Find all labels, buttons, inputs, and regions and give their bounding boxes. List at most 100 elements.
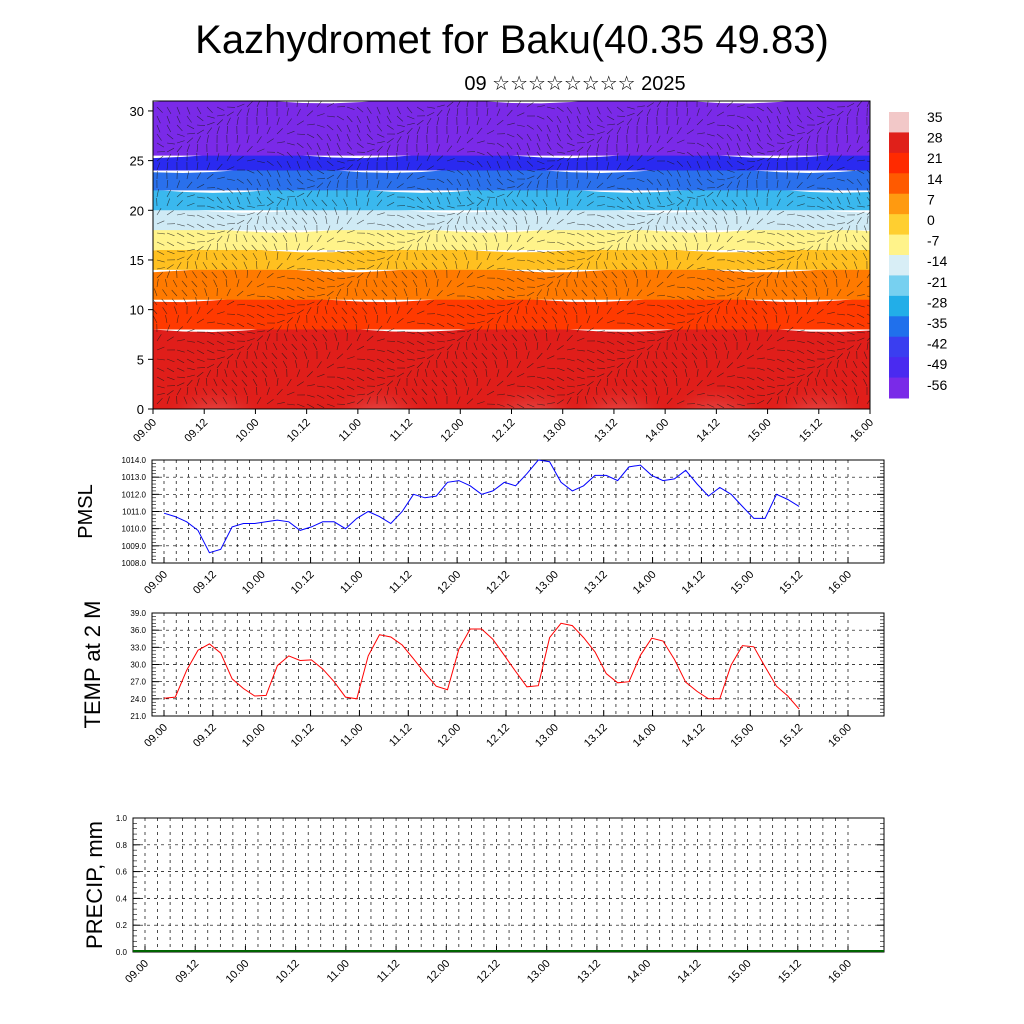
wind-barb (256, 270, 262, 279)
wind-barb (691, 217, 698, 225)
wind-barb (676, 127, 682, 135)
wind-barb (196, 349, 205, 355)
wind-barb (246, 145, 253, 153)
wind-barb (186, 329, 195, 333)
wind-barb (836, 110, 844, 117)
wind-barb (506, 307, 513, 315)
wind-barb (346, 401, 355, 405)
wind-barb (663, 252, 668, 261)
wind-barb (226, 288, 231, 297)
wind-barb (503, 198, 508, 207)
wind-barb (636, 221, 645, 225)
wind-barb (616, 309, 625, 315)
wind-barb (503, 225, 508, 234)
wind-barb (536, 268, 545, 273)
wind-barb (286, 312, 295, 315)
wind-barb (206, 349, 215, 354)
wind-barb (236, 134, 238, 144)
wind-barb (851, 244, 858, 252)
wind-barb (166, 396, 170, 405)
wind-barb (456, 196, 462, 205)
wind-barb (614, 252, 618, 261)
wind-barb (406, 370, 412, 378)
wind-barb (633, 396, 638, 405)
wind-barb (455, 225, 458, 234)
wind-barb (386, 241, 395, 245)
wind-barb (626, 187, 634, 193)
wind-barb (596, 349, 605, 355)
x-tick-label: 12.12 (475, 958, 503, 986)
wind-barb (804, 261, 808, 270)
wind-barb (476, 275, 485, 279)
wind-barb (801, 397, 808, 405)
wind-barb (682, 361, 688, 369)
wind-barb (856, 169, 865, 174)
wind-barb (222, 253, 228, 261)
wind-barb (576, 358, 585, 363)
colorbar-label: -49 (927, 356, 947, 372)
wind-barb (416, 231, 425, 234)
wind-barb (376, 153, 380, 162)
wind-barb (461, 244, 468, 252)
wind-barb (466, 328, 475, 333)
wind-barb (716, 360, 721, 369)
wind-barb (606, 370, 613, 378)
wind-barb (536, 394, 545, 399)
wind-barb (282, 234, 288, 243)
wind-barb (696, 178, 703, 186)
wind-barb (796, 232, 805, 237)
wind-barb (596, 330, 605, 333)
wind-barb (576, 258, 585, 261)
y-tick-label: 1014.0 (122, 456, 147, 465)
wind-barb (846, 345, 854, 351)
wind-barb (376, 376, 385, 379)
wind-barb (284, 333, 288, 342)
wind-barb (276, 262, 283, 270)
wind-barb (503, 351, 508, 360)
wind-barb (176, 180, 180, 189)
wind-barb (836, 313, 846, 316)
wind-barb (832, 270, 838, 279)
wind-barb (546, 171, 551, 180)
y-tick-label: 1.0 (116, 814, 128, 823)
wind-barb (736, 104, 745, 108)
wind-barb (586, 381, 594, 387)
wind-barb (251, 235, 258, 243)
wind-barb (716, 394, 725, 399)
wind-barb (216, 119, 224, 126)
wind-barb (626, 229, 635, 234)
wind-barb (354, 288, 358, 297)
wind-barb (216, 223, 225, 226)
wind-barb (556, 367, 565, 372)
wind-barb (836, 196, 841, 205)
wind-barb (511, 334, 518, 342)
wind-barb (582, 298, 588, 306)
wind-barb (166, 324, 171, 333)
wind-barb (271, 226, 278, 234)
wind-barb (666, 386, 669, 396)
wind-barb (256, 295, 266, 297)
wind-barb (636, 340, 645, 343)
wind-barb (536, 172, 543, 180)
wind-barb (766, 347, 775, 351)
wind-barb (262, 244, 268, 252)
wind-barb (526, 142, 531, 151)
wind-barb (746, 354, 755, 360)
wind-barb (785, 270, 788, 279)
wind-barb (486, 264, 495, 270)
wind-barb (166, 153, 172, 162)
wind-barb (476, 187, 482, 195)
wind-barb (816, 135, 819, 144)
wind-barb (596, 182, 604, 189)
wind-barb (706, 187, 716, 189)
wind-barb (366, 241, 375, 247)
wind-barb (554, 324, 558, 333)
wind-barb (506, 314, 508, 324)
wind-barb (216, 235, 223, 243)
wind-barb (506, 142, 513, 150)
wind-barb (633, 270, 638, 279)
wind-barb (786, 124, 793, 131)
wind-barb (736, 142, 741, 151)
wind-barb (746, 216, 751, 225)
wind-barb (566, 189, 570, 198)
